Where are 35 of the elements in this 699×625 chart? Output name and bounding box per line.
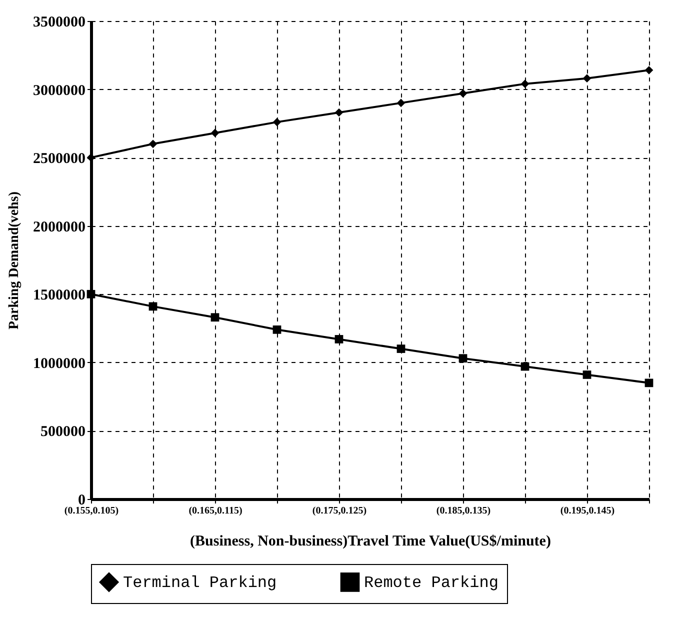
- y-tick-label: 1000000: [33, 356, 86, 372]
- point: [644, 378, 654, 388]
- y-axis-title: Parking Demand(vehs): [7, 191, 22, 330]
- point: [334, 335, 344, 344]
- point: [148, 140, 158, 148]
- y-tick-label: 3000000: [33, 82, 86, 99]
- point: [582, 370, 592, 379]
- x-tick-label: (0.195,0.145): [560, 506, 615, 516]
- point: [210, 313, 220, 322]
- point: [272, 118, 282, 126]
- point: [396, 98, 406, 108]
- y-tick-label: 2500000: [33, 151, 86, 168]
- y-tick-label: 500000: [40, 424, 86, 440]
- y-tick-label: 1500000: [33, 288, 86, 304]
- point: [582, 74, 592, 83]
- point: [272, 325, 282, 334]
- y-tick-label: 2000000: [33, 219, 86, 236]
- point: [458, 354, 468, 363]
- point: [396, 344, 406, 353]
- point: [86, 290, 96, 298]
- x-tick-label: (0.165,0.115): [188, 506, 242, 516]
- point: [458, 89, 468, 98]
- x-tick-label: (0.155,0.105): [64, 506, 119, 516]
- point: [148, 302, 158, 311]
- point: [520, 80, 530, 88]
- x-axis-title: (Business, Non-business)Travel Time Value(US$/minute): [190, 534, 551, 550]
- point: [334, 108, 344, 117]
- point: [644, 66, 654, 74]
- legend-label: Terminal Parking: [123, 574, 277, 592]
- point: [520, 362, 530, 371]
- x-tick-label: (0.175,0.125): [312, 506, 367, 516]
- legend-label: Remote Parking: [364, 574, 498, 592]
- x-tick-label: (0.185,0.135): [436, 506, 491, 516]
- point: [210, 128, 220, 138]
- y-tick-label: 3500000: [33, 14, 86, 30]
